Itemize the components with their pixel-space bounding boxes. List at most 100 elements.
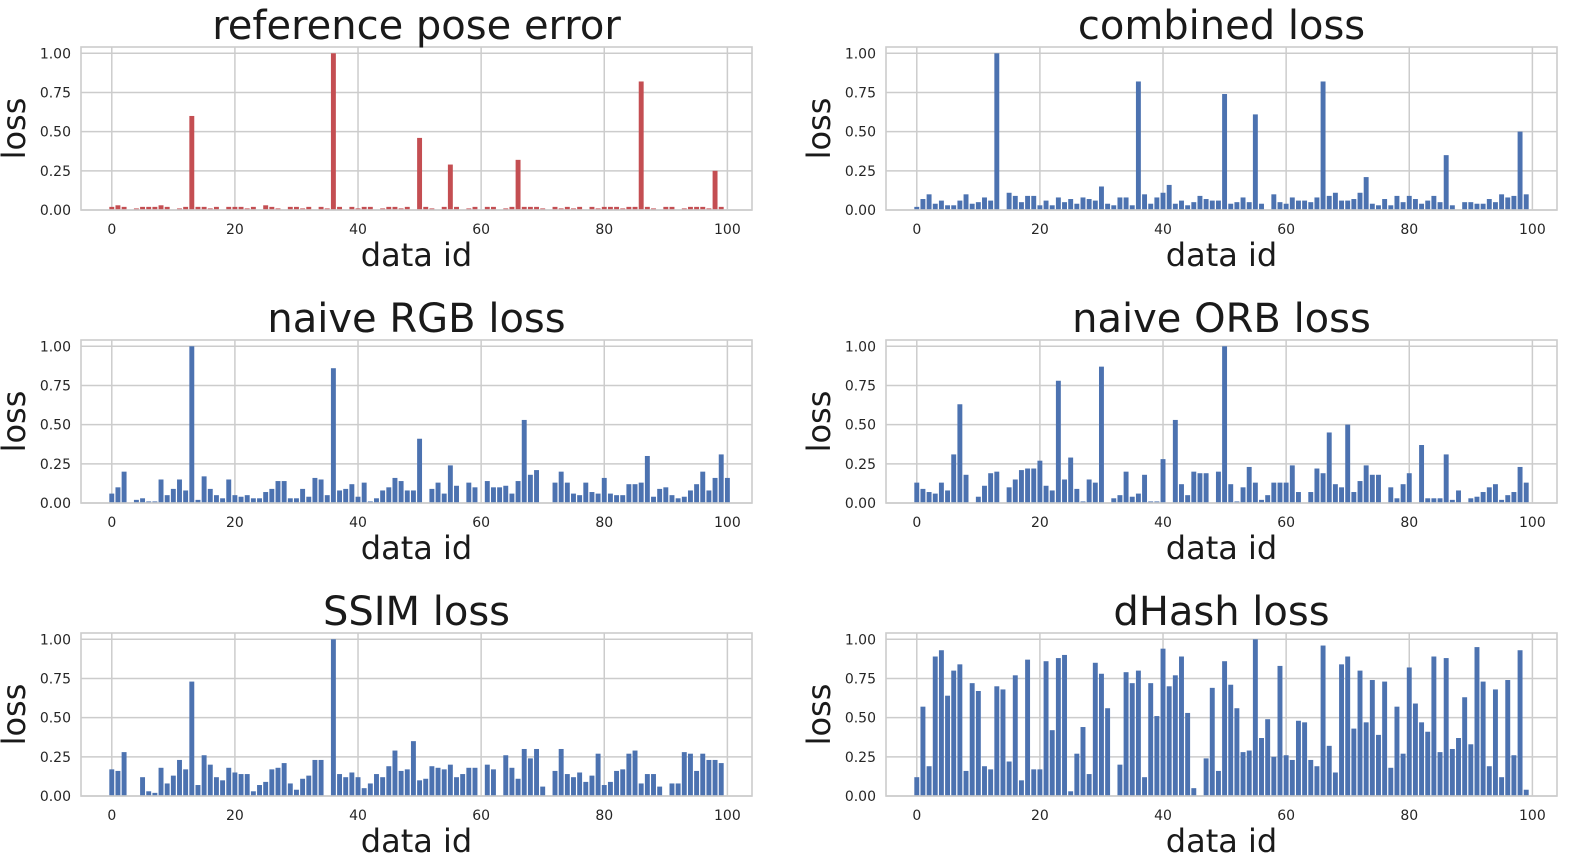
bar bbox=[1357, 670, 1363, 796]
chart-panel-2: 0 20 40 60 80 100 0.00 0.25 0.50 0.75 1.00 combined… bbox=[800, 3, 1558, 274]
bar bbox=[1191, 788, 1197, 796]
bar bbox=[1172, 419, 1178, 503]
bar bbox=[1129, 683, 1135, 796]
bar bbox=[349, 772, 355, 796]
bar bbox=[1203, 758, 1209, 796]
bar bbox=[207, 764, 213, 796]
bar bbox=[1456, 738, 1461, 796]
bar bbox=[638, 482, 644, 503]
bar bbox=[1228, 203, 1234, 210]
bar bbox=[1031, 468, 1037, 503]
bar bbox=[189, 115, 195, 210]
bar bbox=[1443, 454, 1449, 503]
bar bbox=[374, 774, 379, 796]
bar bbox=[1419, 203, 1425, 210]
bar bbox=[1406, 473, 1412, 503]
bar bbox=[472, 767, 478, 796]
bar bbox=[1388, 487, 1394, 503]
bar bbox=[1382, 199, 1388, 210]
bar bbox=[404, 769, 410, 796]
bar bbox=[515, 481, 521, 503]
bar bbox=[694, 770, 700, 796]
bar bbox=[1105, 203, 1111, 210]
bar bbox=[238, 496, 244, 503]
bar bbox=[1191, 202, 1197, 210]
bar bbox=[712, 170, 718, 210]
bar bbox=[226, 206, 232, 210]
bar bbox=[1222, 94, 1228, 210]
bar bbox=[300, 778, 306, 796]
bar bbox=[503, 755, 509, 796]
bar bbox=[146, 206, 152, 210]
bar bbox=[472, 206, 478, 210]
y-tick-label: 0.25 bbox=[845, 457, 876, 473]
bar bbox=[1283, 755, 1289, 796]
bar bbox=[454, 485, 459, 503]
y-tick-label: 0.25 bbox=[845, 750, 876, 766]
bar bbox=[1425, 498, 1431, 503]
bar bbox=[417, 780, 423, 796]
bar bbox=[926, 766, 932, 796]
bar bbox=[988, 200, 994, 210]
bar bbox=[1240, 487, 1246, 503]
bar bbox=[257, 785, 262, 796]
y-axis-label: loss bbox=[800, 684, 838, 746]
bar bbox=[632, 484, 638, 503]
bar bbox=[1111, 498, 1117, 503]
bar bbox=[1172, 675, 1178, 796]
bar bbox=[595, 493, 601, 503]
bar bbox=[1166, 686, 1172, 796]
bar bbox=[1351, 728, 1357, 796]
x-tick-label: 40 bbox=[1154, 222, 1172, 238]
bar bbox=[164, 495, 170, 503]
bar bbox=[404, 206, 410, 210]
bar bbox=[521, 419, 527, 503]
bar bbox=[1437, 498, 1443, 503]
chart-panel-5: 0 20 40 60 80 100 0.00 0.25 0.50 0.75 1.00 SSIM los… bbox=[0, 589, 753, 860]
bar bbox=[263, 492, 269, 503]
bar bbox=[564, 774, 570, 796]
bar bbox=[1209, 200, 1215, 210]
bar bbox=[1449, 748, 1455, 796]
axes-frame bbox=[885, 339, 1558, 504]
bar bbox=[1326, 195, 1332, 210]
bar bbox=[1351, 199, 1357, 210]
bar bbox=[1492, 202, 1498, 210]
bar bbox=[1492, 484, 1498, 503]
bar bbox=[1480, 492, 1486, 503]
y-tick-label: 0.50 bbox=[845, 125, 876, 141]
y-tick-label: 0.00 bbox=[845, 789, 876, 805]
bar bbox=[1499, 194, 1505, 210]
bar bbox=[1154, 197, 1160, 210]
bar bbox=[1363, 177, 1369, 210]
bar bbox=[1209, 687, 1215, 796]
bar bbox=[509, 206, 515, 210]
bar bbox=[1068, 791, 1074, 796]
x-tick-label: 60 bbox=[1277, 808, 1295, 824]
bar bbox=[1012, 675, 1018, 796]
bar bbox=[1345, 424, 1351, 503]
bar bbox=[957, 404, 963, 503]
bar bbox=[1326, 745, 1332, 796]
axes-frame bbox=[80, 46, 753, 211]
bar bbox=[1486, 487, 1492, 503]
bar bbox=[1265, 495, 1271, 503]
panel-title: naive RGB loss bbox=[267, 296, 565, 342]
bar bbox=[263, 205, 269, 210]
x-tick-label: 80 bbox=[595, 808, 613, 824]
x-tick-label: 20 bbox=[1031, 808, 1049, 824]
y-tick-label: 0.75 bbox=[845, 85, 876, 101]
chart-panel-1: 0 20 40 60 80 100 0.00 0.25 0.50 0.75 1.00 referenc… bbox=[0, 3, 753, 274]
bar bbox=[263, 781, 269, 796]
bar bbox=[1314, 468, 1320, 503]
bar bbox=[140, 777, 146, 796]
bar bbox=[638, 81, 644, 210]
bar bbox=[1289, 759, 1295, 796]
bar bbox=[669, 206, 675, 210]
y-tick-label: 0.25 bbox=[40, 164, 71, 180]
bar bbox=[1376, 474, 1381, 503]
bar bbox=[521, 748, 527, 796]
y-tick-label: 1.00 bbox=[40, 46, 71, 62]
bar bbox=[706, 490, 712, 503]
x-tick-label: 0 bbox=[912, 222, 921, 238]
